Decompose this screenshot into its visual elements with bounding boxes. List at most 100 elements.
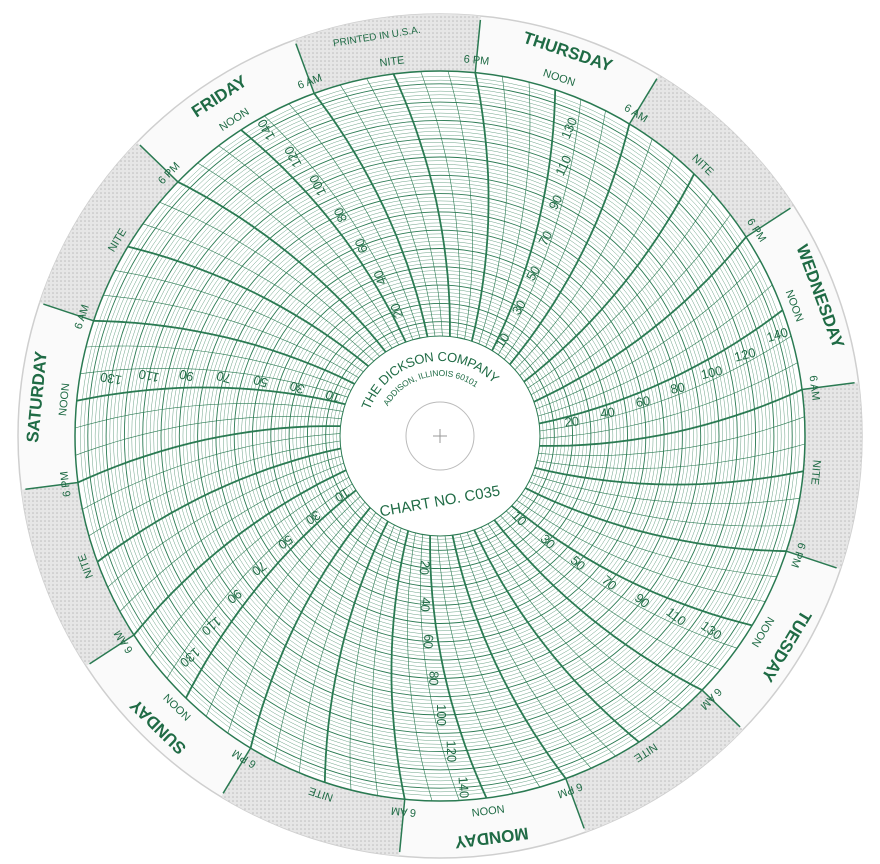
- grid-circle: [201, 197, 679, 675]
- grid-circle: [182, 178, 698, 694]
- time-line: [142, 223, 375, 362]
- scale-label: 50: [275, 532, 295, 553]
- scale-label: 60: [635, 393, 652, 410]
- grid-circle: [197, 193, 683, 679]
- time-line: [407, 532, 433, 801]
- scale-label: 50: [523, 263, 543, 283]
- time-line: [218, 145, 400, 346]
- grid-circle: [131, 127, 749, 745]
- time-line: [498, 99, 582, 355]
- grid-circle: [178, 174, 702, 698]
- grid-circle: [157, 153, 723, 719]
- band-divider: [398, 799, 406, 853]
- time-line: [491, 89, 557, 351]
- time-line: [185, 489, 357, 699]
- scale-label: 10: [323, 387, 342, 406]
- grid-circle: [281, 277, 599, 595]
- grid-circle: [94, 90, 786, 782]
- band-divider: [801, 382, 855, 391]
- time-line: [288, 103, 421, 339]
- time-line: [444, 535, 541, 788]
- time-line: [323, 521, 389, 783]
- time-line: [539, 309, 784, 425]
- grid-circle: [149, 145, 731, 727]
- grid-circle: [80, 76, 800, 796]
- time-line: [86, 345, 352, 391]
- time-line: [119, 462, 344, 612]
- grid-circle: [318, 314, 562, 558]
- time-line: [392, 73, 451, 337]
- time-line: [264, 115, 414, 340]
- grid-circle: [248, 244, 632, 628]
- night-band: [294, 13, 481, 94]
- time-label: 6 AM: [806, 375, 821, 401]
- grid-circle: [146, 142, 734, 730]
- scale-label: 80: [426, 671, 441, 686]
- grid-circle: [135, 131, 745, 741]
- grid-circle: [109, 105, 771, 767]
- grid-circle: [285, 281, 595, 591]
- band-divider: [295, 43, 315, 94]
- time-line: [96, 447, 341, 563]
- scale-label: 60: [352, 236, 371, 255]
- time-line: [519, 155, 675, 376]
- time-line: [505, 510, 738, 649]
- time-line: [298, 517, 382, 773]
- time-line: [88, 440, 341, 537]
- grid-circle: [321, 317, 559, 555]
- time-line: [127, 245, 369, 367]
- time-line: [76, 386, 346, 406]
- time-line: [75, 416, 342, 456]
- time-line: [451, 535, 567, 780]
- grid-circle: [212, 208, 668, 664]
- grid-circle: [233, 229, 647, 643]
- time-line: [536, 260, 761, 410]
- time-line: [420, 534, 460, 801]
- time-line: [539, 388, 803, 447]
- time-line: [177, 181, 387, 353]
- grid-circle: [120, 116, 760, 756]
- band-divider: [745, 207, 791, 238]
- night-band: [629, 75, 794, 238]
- time-line: [227, 501, 366, 734]
- grid-circle: [186, 182, 694, 690]
- grid-circle: [255, 251, 625, 621]
- time-line: [77, 425, 341, 484]
- time-line: [532, 474, 800, 504]
- time-line: [509, 123, 631, 365]
- band-divider: [89, 634, 135, 665]
- scale-label: 80: [669, 379, 686, 397]
- grid-circle: [160, 156, 720, 716]
- time-line: [530, 214, 731, 396]
- grid-circle: [277, 273, 603, 599]
- time-line: [528, 481, 794, 527]
- grid-circle: [230, 226, 650, 646]
- time-line: [313, 92, 429, 337]
- time-line: [166, 483, 353, 679]
- scale-label: 20: [416, 560, 433, 576]
- time-line: [521, 494, 777, 578]
- time-line: [533, 236, 747, 403]
- scale-label: 120: [444, 740, 460, 762]
- time-line: [240, 129, 407, 343]
- grid-circle: [252, 248, 628, 624]
- time-line: [447, 71, 473, 340]
- grid-circle: [171, 167, 709, 705]
- grid-circle: [245, 241, 635, 631]
- time-line: [480, 526, 662, 727]
- grid-circle: [215, 211, 665, 661]
- grid-circle: [263, 259, 617, 613]
- scale-label: 60: [421, 634, 437, 649]
- grid-circle: [292, 288, 588, 584]
- grid-circle: [127, 123, 753, 749]
- band-divider: [701, 689, 741, 728]
- scale-label: 40: [370, 268, 389, 287]
- time-label: NITE: [808, 459, 822, 485]
- night-band: [565, 690, 743, 833]
- time-line: [527, 193, 714, 389]
- time-line: [493, 519, 703, 691]
- time-line: [103, 294, 359, 378]
- grid-circle: [105, 101, 775, 771]
- grid-circle: [204, 200, 676, 672]
- grid-circle: [153, 149, 727, 723]
